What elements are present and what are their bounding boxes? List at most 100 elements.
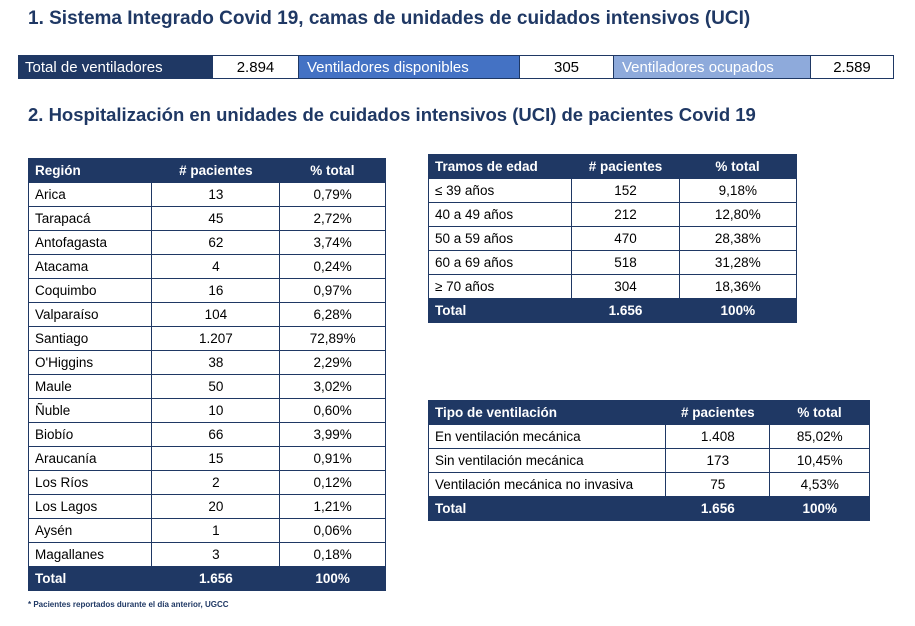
table-cell: Los Ríos xyxy=(27,470,153,495)
table-cell: 173 xyxy=(665,448,771,473)
table-row: 40 a 49 años 212 12,80% xyxy=(427,202,798,227)
table-cell: O'Higgins xyxy=(27,350,153,375)
table-cell: ≥ 70 años xyxy=(427,274,573,299)
table-cell: ≤ 39 años xyxy=(427,178,573,203)
column-header: % total xyxy=(769,400,870,425)
table-cell: 0,06% xyxy=(279,518,386,543)
table-header-row: Región # pacientes% total xyxy=(28,158,386,183)
total-cell: 1.656 xyxy=(665,496,771,521)
column-header: % total xyxy=(279,158,386,183)
table-cell: 470 xyxy=(571,226,680,251)
table-cell: 2,72% xyxy=(279,206,386,231)
table-cell: 9,18% xyxy=(678,178,798,203)
table-cell: 20 xyxy=(151,494,281,519)
table-cell: 0,60% xyxy=(279,398,386,423)
table-cell: 72,89% xyxy=(279,326,386,351)
footnote: * Pacientes reportados durante el día an… xyxy=(28,600,229,609)
table-cell: 31,28% xyxy=(678,250,798,275)
total-cell: Total xyxy=(427,298,573,323)
column-header: Tramos de edad xyxy=(428,154,572,179)
table-row: Antofagasta 62 3,74% xyxy=(27,230,386,255)
table-cell: Tarapacá xyxy=(27,206,153,231)
table-cell: 1,21% xyxy=(279,494,386,519)
total-cell: Total xyxy=(427,496,667,521)
table-cell: En ventilación mecánica xyxy=(427,424,667,449)
table-cell: Atacama xyxy=(27,254,153,279)
table-row: Los Ríos 2 0,12% xyxy=(27,470,386,495)
table-cell: 0,18% xyxy=(279,542,386,567)
table-row: Ventilación mecánica no invasiva 75 4,53% xyxy=(427,472,870,497)
table-cell: 4,53% xyxy=(769,472,870,497)
table-cell: 3 xyxy=(151,542,281,567)
table-cell: Santiago xyxy=(27,326,153,351)
table-cell: 16 xyxy=(151,278,281,303)
table-row: Valparaíso 104 6,28% xyxy=(27,302,386,327)
column-header: # pacientes xyxy=(571,154,680,179)
total-ventilators-value: 2.894 xyxy=(213,56,299,78)
total-ventilators-label: Total de ventiladores xyxy=(19,56,213,78)
table-row: ≤ 39 años 152 9,18% xyxy=(427,178,798,203)
table-row: O'Higgins 38 2,29% xyxy=(27,350,386,375)
table-cell: 28,38% xyxy=(678,226,798,251)
table-row: Ñuble 10 0,60% xyxy=(27,398,386,423)
table-cell: 60 a 69 años xyxy=(427,250,573,275)
table-cell: Maule xyxy=(27,374,153,399)
table-cell: 75 xyxy=(665,472,771,497)
occupied-ventilators-label: Ventiladores ocupados xyxy=(614,56,811,78)
column-header: % total xyxy=(679,154,797,179)
table-header-row: Tipo de ventilación # pacientes% total xyxy=(428,400,870,425)
total-cell: 100% xyxy=(678,298,798,323)
table-row: En ventilación mecánica 1.408 85,02% xyxy=(427,424,870,449)
total-row: Total 1.656 100% xyxy=(427,298,798,323)
table-cell: 518 xyxy=(571,250,680,275)
table-row: Biobío 66 3,99% xyxy=(27,422,386,447)
age-table: Tramos de edad # pacientes% total ≤ 39 añ… xyxy=(427,154,798,323)
table-cell: 85,02% xyxy=(769,424,870,449)
table-row: Maule 50 3,02% xyxy=(27,374,386,399)
table-row: Magallanes 3 0,18% xyxy=(27,542,386,567)
column-header: Región xyxy=(28,158,152,183)
table-cell: Los Lagos xyxy=(27,494,153,519)
table-cell: 38 xyxy=(151,350,281,375)
total-row: Total 1.656 100% xyxy=(27,566,386,591)
table-cell: 1.207 xyxy=(151,326,281,351)
table-row: Arica 13 0,79% xyxy=(27,182,386,207)
column-header: # pacientes xyxy=(665,400,770,425)
table-cell: Coquimbo xyxy=(27,278,153,303)
table-cell: 50 a 59 años xyxy=(427,226,573,251)
available-ventilators-value: 305 xyxy=(520,56,614,78)
table-cell: 12,80% xyxy=(678,202,798,227)
table-cell: 0,91% xyxy=(279,446,386,471)
total-row: Total 1.656 100% xyxy=(427,496,870,521)
table-cell: 15 xyxy=(151,446,281,471)
total-cell: 100% xyxy=(769,496,870,521)
table-row: Araucanía 15 0,91% xyxy=(27,446,386,471)
total-cell: 100% xyxy=(279,566,386,591)
table-row: 50 a 59 años 470 28,38% xyxy=(427,226,798,251)
table-cell: 0,24% xyxy=(279,254,386,279)
table-cell: 3,99% xyxy=(279,422,386,447)
table-cell: 13 xyxy=(151,182,281,207)
table-cell: Biobío xyxy=(27,422,153,447)
section1-title: 1. Sistema Integrado Covid 19, camas de … xyxy=(28,8,751,29)
table-cell: 10 xyxy=(151,398,281,423)
table-cell: Antofagasta xyxy=(27,230,153,255)
table-cell: Aysén xyxy=(27,518,153,543)
table-row: Los Lagos 20 1,21% xyxy=(27,494,386,519)
table-cell: 4 xyxy=(151,254,281,279)
table-cell: 40 a 49 años xyxy=(427,202,573,227)
table-row: Tarapacá 45 2,72% xyxy=(27,206,386,231)
table-cell: 1.408 xyxy=(665,424,771,449)
table-cell: 152 xyxy=(571,178,680,203)
table-cell: 0,79% xyxy=(279,182,386,207)
table-cell: Arica xyxy=(27,182,153,207)
total-cell: 1.656 xyxy=(151,566,281,591)
table-cell: 2,29% xyxy=(279,350,386,375)
ventilators-bar: Total de ventiladores 2.894 Ventiladores… xyxy=(18,55,894,79)
table-cell: Ñuble xyxy=(27,398,153,423)
column-header: # pacientes xyxy=(151,158,280,183)
region-table: Región # pacientes% total Arica 13 0,79% Tar… xyxy=(27,158,386,591)
table-header-row: Tramos de edad # pacientes% total xyxy=(428,154,797,179)
table-cell: 6,28% xyxy=(279,302,386,327)
table-cell: 3,02% xyxy=(279,374,386,399)
